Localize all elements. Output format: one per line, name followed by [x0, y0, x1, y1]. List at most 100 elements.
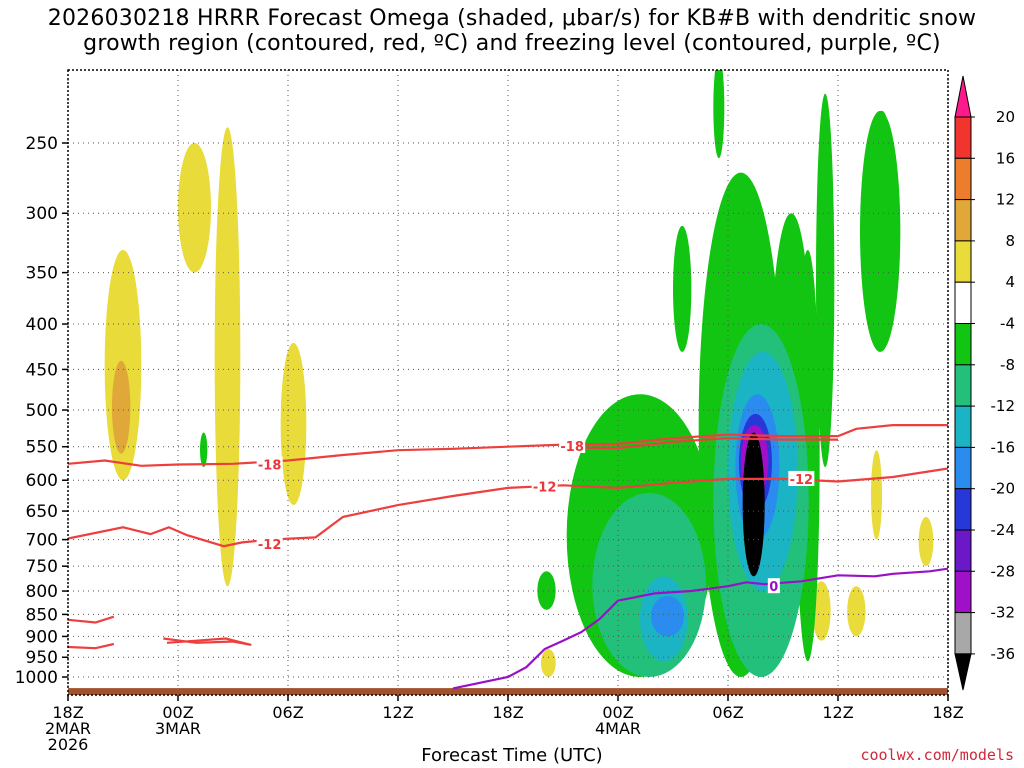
colorbar-band-5 [954, 281, 972, 325]
colorbar-label-2: 12 [996, 191, 1015, 209]
dgz-label-2: -12 [258, 538, 282, 553]
colorbar-label-12: -32 [991, 604, 1016, 622]
omega-region-2 [178, 143, 211, 273]
colorbar-label-5: -4 [1000, 315, 1015, 333]
x-tick-label-42-0: 12Z [822, 703, 853, 722]
chart-title-line2: growth region (contoured, red, ºC) and f… [83, 31, 941, 56]
contour-layer: -18 -18 -12 -12 -12 0 [68, 424, 948, 690]
x-tick-label-24-0: 18Z [492, 703, 523, 722]
dgz-contour--12-2 [68, 467, 948, 548]
y-tick-label-950: 950 [26, 648, 58, 668]
y-axis-ticks: 2503003504004505005506006507007508008509… [15, 134, 68, 688]
y-tick-label-700: 700 [26, 531, 58, 551]
colorbar-label-0: 20 [996, 108, 1015, 126]
omega-region-1 [112, 360, 131, 454]
colorbar: 20 16 12 8 4 -4 -8 -12 -16 -20 -24 -28 -32 -36 [954, 75, 1016, 691]
dgz-contour--12-3 [68, 615, 115, 624]
dgz-label-bg-3 [531, 478, 558, 494]
colorbar-band-13 [954, 612, 972, 655]
y-tick-label-750: 750 [26, 557, 58, 577]
colorbar-band-10 [954, 488, 972, 531]
omega-region-3 [214, 127, 241, 587]
omega-region-10 [541, 649, 556, 677]
freezing-label-bg [767, 578, 780, 594]
colorbar-label-4: 4 [1005, 273, 1015, 291]
colorbar-band-6 [954, 323, 972, 366]
omega-region-4 [280, 342, 307, 506]
credit-text: coolwx.com/models [860, 746, 1014, 764]
y-tick-label-550: 550 [26, 438, 58, 458]
colorbar-label-7: -12 [991, 397, 1016, 415]
omega-region-8 [847, 586, 866, 637]
chart-title-line1: 2026030218 HRRR Forecast Omega (shaded, … [47, 6, 977, 31]
x-tick-label-30-0: 00Z [602, 703, 633, 722]
omega-shading-layer [104, 70, 934, 677]
colorbar-band-7 [954, 364, 972, 407]
x-tick-label-36-0: 06Z [712, 703, 743, 722]
colorbar-band-12 [954, 570, 972, 614]
colorbar-band-4 [954, 240, 972, 283]
x-tick-label-48-0: 18Z [932, 703, 963, 722]
colorbar-label-9: -20 [991, 480, 1016, 498]
dgz-label-0: -18 [258, 459, 282, 474]
colorbar-band-9 [954, 446, 972, 490]
y-tick-label-1000: 1000 [15, 668, 58, 688]
dgz-contour--18-0 [68, 424, 948, 467]
colorbar-top-triangle [954, 75, 972, 118]
chart-title: 2026030218 HRRR Forecast Omega (shaded, … [0, 6, 1024, 56]
x-tick-label-30-1: 4MAR [595, 719, 641, 738]
dgz-label-4: -12 [790, 473, 814, 488]
omega-region-15 [537, 571, 556, 610]
x-tick-label-0-0: 18Z [52, 703, 83, 722]
colorbar-label-6: -8 [1000, 356, 1015, 374]
colorbar-band-3 [954, 199, 972, 242]
omega-region-23 [713, 70, 725, 159]
omega-region-14 [200, 432, 208, 468]
x-axis-label: Forecast Time (UTC) [421, 745, 603, 766]
colorbar-label-8: -16 [991, 438, 1016, 456]
dgz-label-3: -12 [533, 481, 557, 496]
terrain-band [68, 688, 948, 695]
y-tick-label-350: 350 [26, 264, 58, 284]
dgz-label-bg-4 [788, 470, 815, 486]
x-tick-label-6-0: 00Z [162, 703, 193, 722]
omega-region-22 [673, 225, 692, 352]
dgz-label-1: -18 [560, 440, 584, 455]
y-tick-label-650: 650 [26, 502, 58, 522]
colorbar-label-13: -36 [991, 645, 1016, 663]
colorbar-band-2 [954, 157, 972, 201]
colorbar-band-8 [954, 405, 972, 448]
omega-region-9 [812, 581, 831, 641]
dgz-contour--18-1 [562, 437, 838, 450]
dgz-label-bg-1 [559, 438, 586, 454]
colorbar-band-11 [954, 529, 972, 572]
y-tick-label-800: 800 [26, 582, 58, 602]
y-tick-label-300: 300 [26, 204, 58, 224]
omega-region-7 [918, 516, 934, 567]
omega-region-30 [651, 595, 684, 637]
y-tick-label-250: 250 [26, 134, 58, 154]
colorbar-label-11: -28 [991, 562, 1016, 580]
dgz-label-bg-0 [256, 456, 283, 472]
omega-region-33 [742, 432, 765, 577]
colorbar-label-3: 8 [1005, 232, 1015, 250]
x-tick-label-18-0: 12Z [382, 703, 413, 722]
colorbar-label-10: -24 [991, 521, 1016, 539]
colorbar-band-1 [954, 116, 972, 159]
omega-region-20 [816, 93, 835, 468]
y-tick-label-500: 500 [26, 401, 58, 421]
dgz-contour--12-4 [68, 642, 115, 650]
y-tick-label-850: 850 [26, 605, 58, 625]
colorbar-bottom-triangle [954, 653, 972, 691]
dgz-label-bg-2 [256, 535, 283, 551]
y-tick-label-450: 450 [26, 360, 58, 380]
x-tick-label-0-2: 2026 [48, 735, 89, 754]
omega-region-6 [871, 450, 882, 540]
y-tick-label-600: 600 [26, 471, 58, 491]
x-tick-label-12-0: 06Z [272, 703, 303, 722]
omega-region-24 [860, 110, 901, 352]
y-tick-label-400: 400 [26, 315, 58, 335]
y-tick-label-900: 900 [26, 627, 58, 647]
